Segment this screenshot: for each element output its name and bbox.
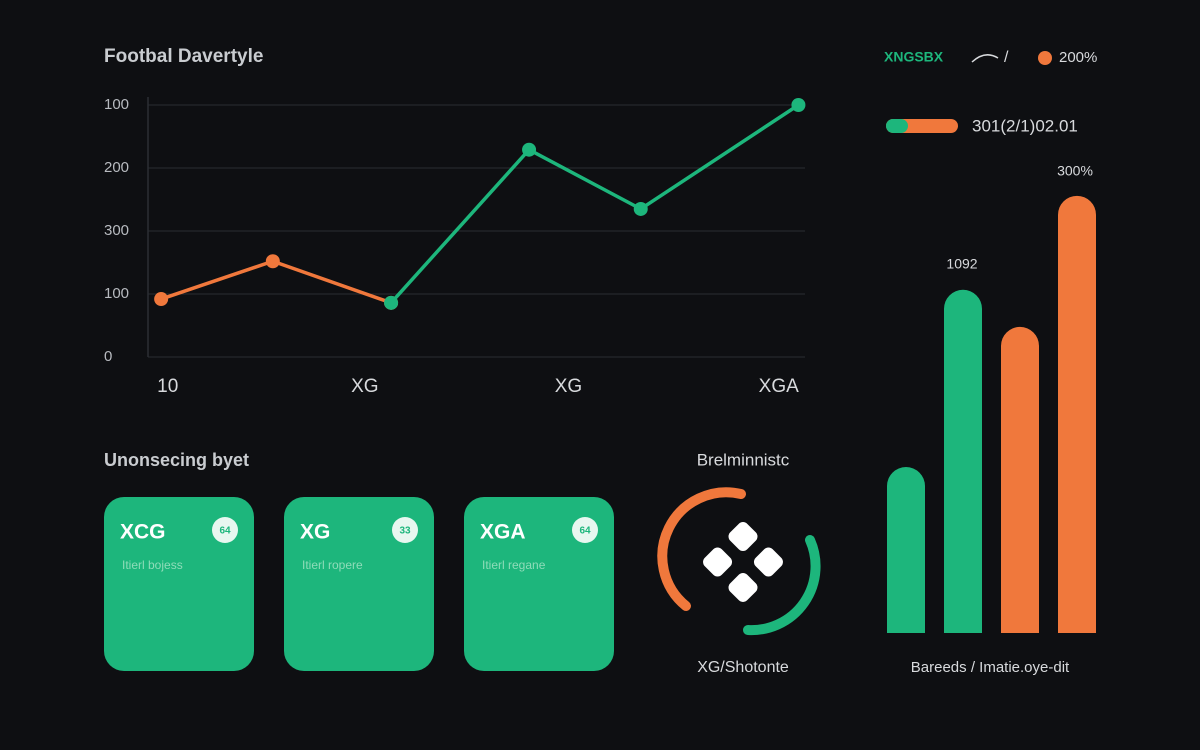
legend-dot <box>1038 51 1052 65</box>
card-title: XG <box>300 521 330 544</box>
card-badge <box>392 517 418 543</box>
y-tick-label: 300 <box>104 222 129 239</box>
legend-value: 200% <box>1059 49 1097 66</box>
x-tick-label: XGA <box>759 376 799 397</box>
card-subtitle: Itierl bojess <box>122 558 183 572</box>
legend-icon <box>971 54 999 63</box>
bar-annotation: 1092 <box>946 256 977 272</box>
card <box>284 497 434 671</box>
bar <box>944 289 982 633</box>
bar-legend-text: 301(2/1)02.01 <box>972 116 1078 135</box>
bar <box>1058 195 1096 634</box>
x-tick-label: XG <box>555 376 582 397</box>
bar <box>887 467 925 633</box>
cards: XCG 64 Itierl bojess XG 33 Itierl ropere XGA 64… <box>104 497 614 671</box>
data-point <box>154 292 169 307</box>
series-line <box>389 103 800 304</box>
x-tick-label: XG <box>351 376 378 397</box>
y-tick-label: 100 <box>104 285 129 302</box>
card-subtitle: Itierl regane <box>482 558 546 572</box>
legend-label: XNGSBX <box>884 49 944 65</box>
donut-title: Brelminnistc <box>697 450 790 469</box>
data-point <box>633 201 648 216</box>
card <box>464 497 614 671</box>
bar-annotation: 300% <box>1057 163 1093 179</box>
legend-separator: / <box>1004 49 1009 66</box>
data-point <box>265 254 280 269</box>
chart-title: Footbal Davertyle <box>104 46 263 67</box>
card-badge-text: 33 <box>399 526 411 537</box>
data-point <box>791 98 806 112</box>
card-title: XGA <box>480 521 526 544</box>
y-tick-label: 0 <box>104 348 112 365</box>
section-title: Unonsecing byet <box>104 450 249 470</box>
ball-icon <box>703 522 783 602</box>
bar <box>1001 326 1039 633</box>
x-axis-label: Bareeds / Imatie.oye-dit <box>911 659 1070 676</box>
card-subtitle: Itierl ropere <box>302 558 363 572</box>
data-point <box>522 142 537 157</box>
donut-caption: XG/Shotonte <box>697 659 789 676</box>
card-badge-text: 64 <box>579 526 591 537</box>
card <box>104 497 254 671</box>
y-tick-label: 100 <box>104 96 129 113</box>
y-tick-label: 200 <box>104 159 129 176</box>
donut-arc <box>743 535 821 636</box>
card-badge-text: 64 <box>219 526 231 537</box>
legend-swatch <box>886 119 908 133</box>
card-badge <box>212 517 238 543</box>
data-point <box>384 295 399 310</box>
donut-arc <box>657 487 746 611</box>
card-title: XCG <box>120 521 166 544</box>
x-tick-label: 10 <box>157 376 178 397</box>
card-badge <box>572 517 598 543</box>
